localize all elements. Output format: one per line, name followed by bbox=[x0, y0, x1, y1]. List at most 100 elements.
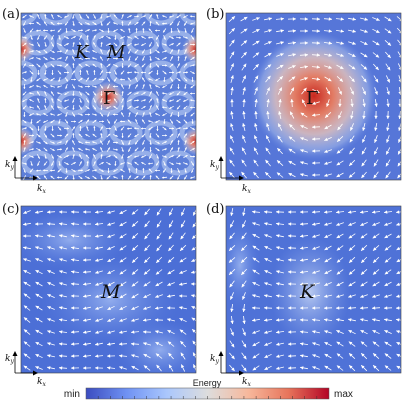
vector-arrowhead bbox=[71, 318, 75, 322]
vector-arrowhead bbox=[180, 235, 184, 240]
vector-arrowhead bbox=[167, 341, 172, 345]
vector-arrowhead bbox=[106, 15, 109, 18]
vector-arrowhead bbox=[108, 36, 111, 39]
vector-arrowhead bbox=[128, 28, 131, 31]
vector-arrowhead bbox=[171, 133, 174, 136]
vector-arrowhead bbox=[108, 162, 111, 165]
vector-arrowhead bbox=[83, 210, 87, 214]
vector-arrowhead bbox=[304, 53, 308, 57]
vector-arrowhead bbox=[177, 23, 180, 26]
vector-arrowhead bbox=[79, 42, 82, 45]
vector-arrowhead bbox=[64, 99, 67, 102]
vector-arrowhead bbox=[396, 294, 400, 298]
vector-arrowhead bbox=[121, 91, 124, 94]
vector-arrowhead bbox=[66, 155, 69, 158]
vector-arrowhead bbox=[155, 175, 158, 178]
panel-c-point-m: M bbox=[100, 281, 121, 303]
vector-arrowhead bbox=[47, 366, 51, 370]
vector-arrowhead bbox=[336, 330, 340, 334]
vector-arrowhead bbox=[336, 341, 341, 345]
panel-a-energy-contour bbox=[74, 120, 108, 146]
vector-arrowhead bbox=[255, 75, 259, 80]
vector-arrowhead bbox=[23, 222, 27, 226]
vector-arrowhead bbox=[255, 64, 259, 68]
vector-arrowhead bbox=[59, 282, 63, 286]
vector-arrowhead bbox=[176, 107, 179, 110]
vector-arrowhead bbox=[231, 355, 235, 360]
panel-a-energy-contour bbox=[109, 120, 143, 146]
vector-arrowhead bbox=[30, 79, 33, 82]
vector-arrowhead bbox=[326, 103, 330, 107]
vector-arrowhead bbox=[384, 365, 389, 369]
vector-arrowhead bbox=[336, 294, 340, 298]
vector-arrowhead bbox=[57, 99, 60, 102]
vector-arrowhead bbox=[316, 89, 320, 93]
vector-arrowhead bbox=[253, 172, 257, 176]
vector-arrowhead bbox=[86, 70, 89, 73]
vector-arrowhead bbox=[106, 106, 109, 109]
vector-arrowhead bbox=[155, 318, 159, 322]
vector-arrowhead bbox=[192, 134, 195, 137]
vector-arrowhead bbox=[340, 53, 344, 57]
vector-arrowhead bbox=[30, 121, 33, 124]
vector-arrowhead bbox=[52, 135, 55, 138]
vector-arrowhead bbox=[364, 17, 368, 21]
vector-arrowhead bbox=[336, 162, 341, 166]
vector-arrowhead bbox=[107, 171, 110, 173]
panel-d: (d) K ky kx bbox=[206, 202, 402, 388]
colorbar-ticks bbox=[97, 396, 318, 399]
vector-arrowhead bbox=[58, 163, 61, 166]
vector-arrowhead bbox=[185, 36, 188, 39]
vector-arrowhead bbox=[265, 147, 269, 152]
vector-arrowhead bbox=[176, 99, 179, 102]
vector-arrowhead bbox=[37, 37, 40, 40]
vector-arrowhead bbox=[72, 16, 75, 19]
vector-arrowhead bbox=[288, 234, 292, 238]
vector-arrowhead bbox=[190, 22, 193, 25]
vector-arrowhead bbox=[128, 84, 131, 87]
panel-b-vector-field bbox=[228, 16, 401, 179]
vector-arrowhead bbox=[242, 99, 246, 103]
vector-arrowhead bbox=[230, 224, 234, 228]
vector-arrowhead bbox=[386, 139, 390, 143]
vector-arrowhead bbox=[328, 41, 332, 45]
vector-arrowhead bbox=[143, 354, 148, 358]
vector-arrowhead bbox=[47, 354, 51, 358]
panel-a-frame bbox=[20, 12, 197, 181]
vector-arrowhead bbox=[64, 15, 67, 18]
vector-arrowhead bbox=[180, 247, 184, 251]
vector-arrowhead bbox=[349, 365, 353, 369]
vector-arrowhead bbox=[100, 154, 103, 157]
vector-arrowhead bbox=[292, 65, 296, 69]
vector-arrowhead bbox=[348, 306, 352, 310]
vector-arrowhead bbox=[300, 173, 304, 177]
vector-arrowhead bbox=[229, 172, 233, 176]
vector-arrowhead bbox=[144, 211, 148, 216]
vector-arrowhead bbox=[44, 21, 46, 24]
vector-arrowhead bbox=[31, 50, 34, 53]
vector-arrowhead bbox=[376, 17, 380, 21]
vector-arrowhead bbox=[191, 317, 196, 321]
vector-arrowhead bbox=[87, 16, 89, 19]
vector-arrowhead bbox=[29, 106, 32, 109]
vector-arrowhead bbox=[163, 79, 166, 82]
vector-arrowhead bbox=[79, 161, 82, 164]
vector-arrowhead bbox=[121, 66, 124, 68]
vector-arrowhead bbox=[242, 332, 246, 336]
vector-arrowhead bbox=[337, 138, 341, 142]
vector-arrowhead bbox=[141, 71, 143, 74]
vector-arrowhead bbox=[191, 30, 194, 33]
vector-arrowhead bbox=[65, 56, 68, 59]
vector-arrowhead bbox=[120, 162, 123, 165]
vector-arrowhead bbox=[24, 71, 27, 74]
vector-arrowhead bbox=[148, 128, 151, 130]
vector-arrowhead bbox=[59, 141, 62, 144]
vector-arrowhead bbox=[184, 140, 187, 143]
vector-arrowhead bbox=[242, 296, 246, 300]
vector-arrowhead bbox=[291, 76, 296, 80]
vector-arrowhead bbox=[185, 155, 188, 158]
vector-arrowhead bbox=[171, 63, 174, 66]
vector-arrowhead bbox=[119, 354, 123, 358]
vector-arrowhead bbox=[280, 17, 284, 21]
vector-arrowhead bbox=[47, 234, 51, 238]
